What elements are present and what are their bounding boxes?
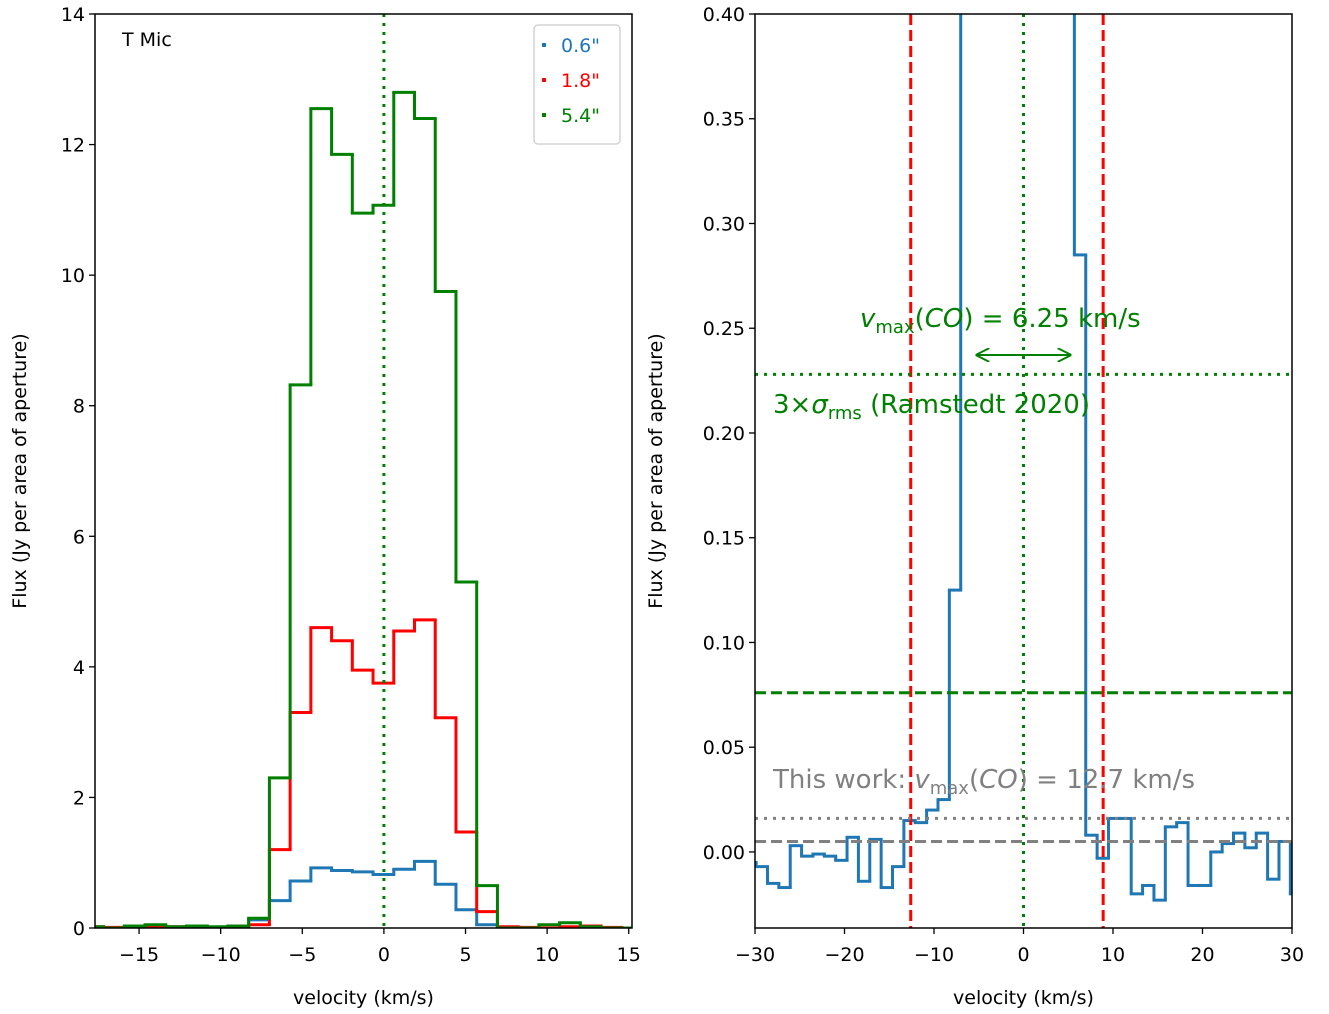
panel-label: T Mic bbox=[121, 29, 172, 51]
annotation: 3×σrms (Ramstedt 2020) bbox=[773, 390, 1090, 424]
x-tick-label: 0 bbox=[1017, 944, 1029, 966]
x-axis-label: velocity (km/s) bbox=[293, 987, 434, 1009]
plot-area bbox=[95, 14, 632, 928]
legend-label: 5.4" bbox=[561, 105, 600, 127]
x-tick-label: 5 bbox=[459, 944, 471, 966]
legend-box bbox=[533, 24, 621, 145]
x-tick-label: −10 bbox=[914, 944, 954, 966]
x-tick-label: −20 bbox=[824, 944, 864, 966]
y-tick-label: 12 bbox=[61, 135, 85, 157]
y-axis-label: Flux (Jy per area of aperture) bbox=[9, 333, 31, 608]
legend-label: 1.8" bbox=[561, 70, 600, 92]
x-tick-label: −15 bbox=[119, 944, 159, 966]
y-axis-label: Flux (Jy per area of aperture) bbox=[645, 333, 667, 608]
y-tick-label: 6 bbox=[73, 526, 85, 548]
x-tick-label: 15 bbox=[617, 944, 641, 966]
x-tick-label: −5 bbox=[288, 944, 316, 966]
y-tick-label: 8 bbox=[73, 396, 85, 418]
y-tick-label: 0.15 bbox=[703, 528, 745, 550]
y-tick-label: 0.10 bbox=[703, 632, 745, 654]
legend-marker bbox=[542, 113, 546, 117]
x-tick-label: −10 bbox=[201, 944, 241, 966]
y-tick-label: 14 bbox=[61, 4, 85, 26]
x-tick-label: 10 bbox=[1101, 944, 1125, 966]
y-tick-label: 0.30 bbox=[703, 213, 745, 235]
legend-label: 0.6" bbox=[561, 35, 600, 57]
annotation: vmax(CO) = 6.25 km/s bbox=[860, 304, 1141, 338]
x-tick-label: −30 bbox=[735, 944, 775, 966]
y-tick-label: 0.20 bbox=[703, 423, 745, 445]
y-tick-label: 0.25 bbox=[703, 318, 745, 340]
y-tick-label: 0.00 bbox=[703, 842, 745, 864]
annotation: This work: vmax(CO) = 12.7 km/s bbox=[772, 765, 1195, 799]
y-tick-label: 0.40 bbox=[703, 4, 745, 26]
y-tick-label: 4 bbox=[73, 657, 85, 679]
legend-marker bbox=[542, 43, 546, 47]
x-tick-label: 30 bbox=[1280, 944, 1304, 966]
y-tick-label: 10 bbox=[61, 265, 85, 287]
y-tick-label: 0 bbox=[73, 918, 85, 940]
y-tick-label: 0.05 bbox=[703, 737, 745, 759]
x-tick-label: 20 bbox=[1190, 944, 1214, 966]
axes-frame bbox=[94, 13, 633, 929]
plot-area bbox=[755, 14, 1292, 928]
axes: −15 −10 −5 0 5 10 15 0 2 4 6 8 10 12 14 velocity (km/s)… bbox=[9, 4, 1304, 1009]
legend-marker bbox=[542, 78, 546, 82]
y-tick-label: 2 bbox=[73, 787, 85, 809]
x-axis-label: velocity (km/s) bbox=[953, 987, 1094, 1009]
x-tick-label: 10 bbox=[535, 944, 559, 966]
y-tick-label: 0.35 bbox=[703, 109, 745, 131]
x-tick-label: 0 bbox=[378, 944, 390, 966]
